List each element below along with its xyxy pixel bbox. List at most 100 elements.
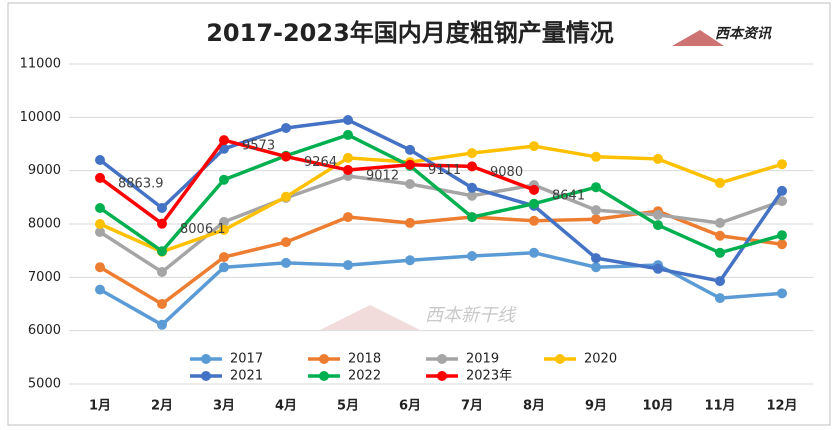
data-label: 9111 <box>428 163 461 178</box>
x-tick-label: 12月 <box>766 399 797 414</box>
point <box>715 276 725 287</box>
point <box>281 237 291 248</box>
point <box>281 123 291 133</box>
point <box>343 165 353 176</box>
legend-label: 2023年 <box>466 369 512 384</box>
point <box>405 159 415 170</box>
point <box>95 203 105 213</box>
x-tick-label: 5月 <box>337 399 359 414</box>
logo: 西本资讯 <box>715 25 772 42</box>
x-tick-label: 9月 <box>585 399 607 414</box>
point <box>219 252 229 263</box>
series-line <box>98 138 535 227</box>
data-label: 9012 <box>366 169 399 184</box>
x-tick-label: 1月 <box>89 399 111 414</box>
point <box>157 267 167 277</box>
point <box>467 182 477 193</box>
x-tick-label: 10月 <box>642 399 673 414</box>
point <box>343 129 353 140</box>
y-tick-label: 10000 <box>20 110 61 125</box>
y-tick-label: 6000 <box>28 323 61 338</box>
point <box>157 299 167 309</box>
point <box>591 182 601 193</box>
legend-marker <box>555 354 565 364</box>
x-tick-label: 6月 <box>399 399 421 414</box>
legend-marker <box>201 354 211 364</box>
point <box>777 239 787 250</box>
point <box>281 151 291 162</box>
point <box>343 152 353 163</box>
point <box>529 215 539 226</box>
y-tick-label: 9000 <box>28 163 61 178</box>
chart-frame <box>7 2 831 426</box>
data-label: 8006.1 <box>180 222 226 237</box>
point <box>591 205 601 216</box>
point <box>343 212 353 223</box>
legend-marker <box>319 354 329 364</box>
point <box>95 155 105 165</box>
legend-label: 2022 <box>348 369 381 384</box>
point <box>653 153 663 164</box>
legend-label: 2018 <box>348 352 381 367</box>
point <box>591 151 601 162</box>
point <box>529 141 539 152</box>
point <box>219 224 229 235</box>
point <box>777 159 787 170</box>
data-label: 8641 <box>552 188 585 203</box>
point <box>157 218 167 229</box>
point <box>777 185 787 196</box>
point <box>591 253 601 264</box>
x-tick-label: 2月 <box>151 399 173 414</box>
x-tick-label: 3月 <box>213 399 235 414</box>
x-tick-label: 7月 <box>461 399 483 414</box>
point <box>281 191 291 202</box>
point <box>157 319 167 330</box>
y-tick-label: 7000 <box>28 270 61 285</box>
point <box>405 255 415 266</box>
point <box>715 177 725 188</box>
point <box>95 284 105 295</box>
data-label: 9573 <box>242 139 275 154</box>
y-tick-label: 8000 <box>28 217 61 232</box>
watermark: 西本新干线 <box>425 305 517 326</box>
chart-title: 2017-2023年国内月度粗钢产量情况 <box>206 19 614 47</box>
point <box>219 262 229 273</box>
point <box>405 144 415 155</box>
point <box>405 217 415 228</box>
point <box>653 209 663 220</box>
point <box>343 260 353 271</box>
point <box>95 172 105 183</box>
data-label: 9264 <box>304 155 337 170</box>
y-tick-label: 5000 <box>28 377 61 392</box>
legend-marker <box>319 371 329 381</box>
data-label: 9080 <box>490 165 523 180</box>
point <box>95 219 105 229</box>
y-tick-label: 11000 <box>20 57 61 72</box>
point <box>219 216 229 227</box>
logo-icon <box>672 30 724 46</box>
legend-label: 2017 <box>230 352 263 367</box>
series-line <box>99 144 783 254</box>
x-tick-label: 4月 <box>275 399 297 414</box>
point <box>405 179 415 189</box>
point <box>715 217 725 228</box>
point <box>467 212 477 223</box>
point <box>95 262 105 273</box>
point <box>715 230 725 241</box>
legend-label: 2019 <box>466 352 499 367</box>
point <box>777 230 787 241</box>
point <box>95 227 105 237</box>
watermark-icon <box>320 305 420 330</box>
point <box>157 203 167 213</box>
data-label: 8863.9 <box>118 176 164 191</box>
point <box>591 262 601 273</box>
series-line <box>98 133 783 255</box>
series-line <box>98 118 784 284</box>
point <box>467 148 477 159</box>
point <box>157 246 167 257</box>
legend-marker <box>437 371 447 381</box>
point <box>777 288 787 299</box>
point <box>281 257 291 268</box>
point <box>343 115 353 125</box>
